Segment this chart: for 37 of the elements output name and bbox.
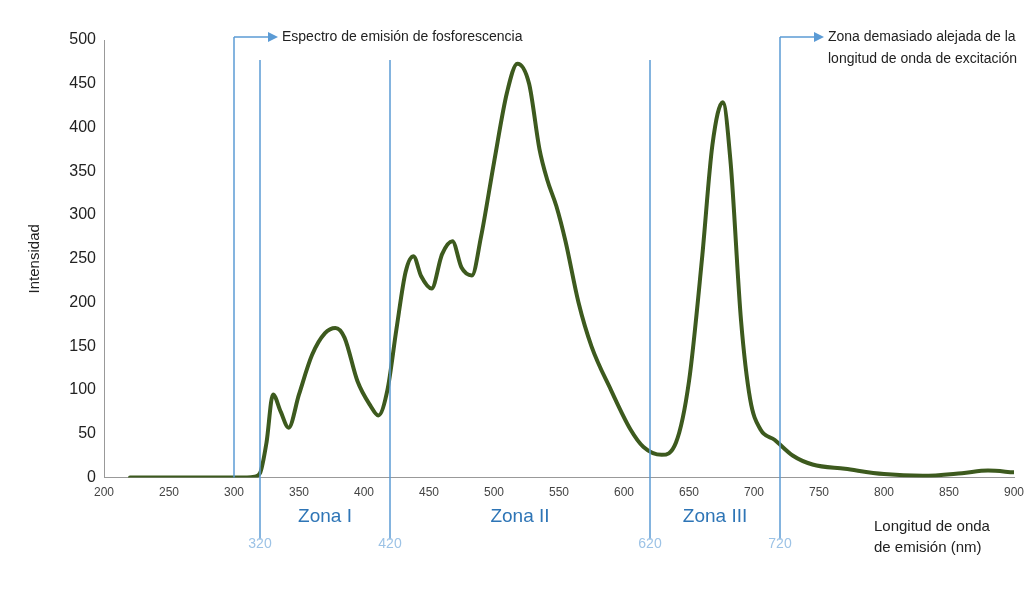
y-tick-label: 150: [69, 336, 97, 354]
y-tick-label: 300: [69, 205, 97, 223]
x-tick-label: 900: [1003, 485, 1025, 500]
y-tick-label: 200: [69, 292, 97, 310]
text: Zona III: [682, 505, 748, 527]
x-tick-label: 750: [808, 485, 830, 500]
x-tick-label: 350: [288, 485, 310, 500]
x-tick-label: 850: [938, 485, 960, 500]
x-tick-label: 300: [223, 485, 245, 500]
text: Zona I: [298, 505, 352, 527]
annotation: Zona demasiado alejada de la longitud de onda de excitación: [828, 27, 1018, 66]
y-tick-label: 100: [69, 380, 97, 398]
x-tick-label: 700: [743, 485, 765, 500]
x-axis-title: Longitud de onda de emisión (nm): [874, 517, 991, 556]
x-tick-label: 400: [353, 485, 375, 500]
text: Zona II: [490, 505, 550, 527]
x-tick-label: 500: [483, 485, 505, 500]
ref-line-label: 720: [768, 535, 792, 552]
x-tick-label: 650: [678, 485, 700, 500]
x-tick-label: 600: [613, 485, 635, 500]
ref-line-label: 620: [638, 535, 662, 552]
ref-line-label: 320: [248, 535, 272, 552]
x-tick-label: 450: [418, 485, 440, 500]
y-tick-label: 250: [69, 249, 97, 267]
y-tick-label: 0: [87, 468, 97, 486]
y-tick-label: 400: [69, 117, 97, 135]
y-tick-label: 450: [69, 74, 97, 92]
y-tick-label: 350: [69, 161, 97, 179]
x-tick-label: 550: [548, 485, 570, 500]
y-axis-title: Intensidad: [25, 224, 43, 294]
x-tick-label: 250: [158, 485, 180, 500]
y-tick-label: 50: [78, 424, 97, 442]
ref-line-label: 420: [378, 535, 402, 552]
y-tick-label: 500: [69, 30, 97, 48]
x-tick-label: 200: [93, 485, 115, 500]
annotation: Espectro de emisión de fosforescencia: [282, 27, 523, 44]
x-tick-label: 800: [873, 485, 895, 500]
